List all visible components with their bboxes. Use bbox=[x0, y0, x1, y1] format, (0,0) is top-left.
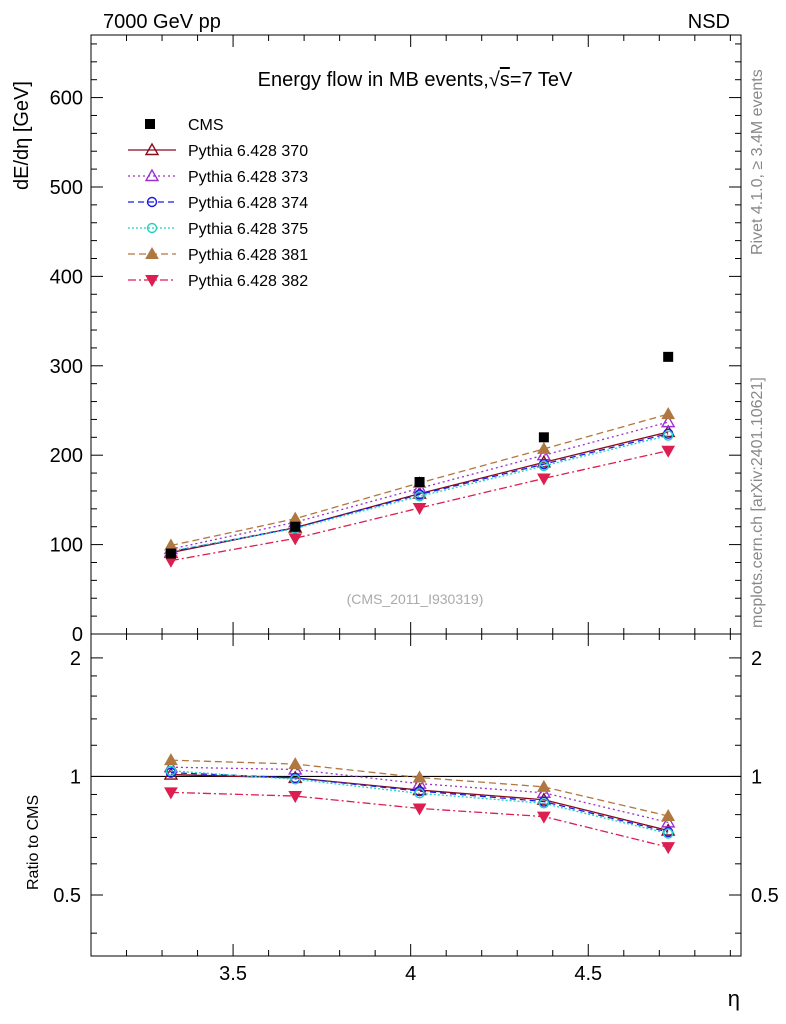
legend-marker-2 bbox=[146, 196, 158, 208]
y-tick-label: 300 bbox=[50, 356, 83, 378]
x-tick-labels: 3.5 4 4.5 bbox=[219, 963, 602, 985]
series-point-5 bbox=[288, 533, 303, 546]
legend-marker-5 bbox=[145, 275, 159, 288]
ratio-point-4 bbox=[164, 753, 178, 766]
ratio-point-3 bbox=[538, 798, 550, 809]
series-point-5 bbox=[661, 445, 676, 458]
legend-marker-3 bbox=[146, 222, 158, 234]
series-point-5 bbox=[537, 473, 551, 486]
ratio-point-5 bbox=[661, 842, 676, 855]
y-tick-label: 100 bbox=[50, 535, 83, 557]
series-line-5 bbox=[170, 450, 669, 562]
ratio-line-4 bbox=[170, 759, 669, 817]
legend-marker-1 bbox=[144, 168, 160, 182]
ratio-line-2 bbox=[170, 772, 669, 833]
legend-marker-0 bbox=[144, 142, 160, 156]
ratio-tick-label: 1 bbox=[70, 766, 81, 788]
cms-data-point bbox=[414, 477, 425, 488]
ratio-line-5 bbox=[170, 791, 669, 848]
legend: CMS Pythia 6.428 370 Pythia 6.428 373 Pythi… bbox=[128, 117, 308, 290]
ratio-point-5 bbox=[164, 787, 178, 800]
y-tick-label: 500 bbox=[50, 177, 83, 199]
series-line-1 bbox=[170, 421, 669, 550]
mcplots-label: mcplots.cern.ch [arXiv:2401.10621] bbox=[749, 377, 766, 628]
series-point-3 bbox=[662, 430, 674, 441]
cms-data-point bbox=[538, 432, 549, 443]
beam-label: 7000 GeV pp bbox=[103, 11, 221, 33]
x-tick-label: 4 bbox=[405, 963, 416, 985]
series-point-1 bbox=[660, 414, 676, 428]
legend-label-0: Pythia 6.428 370 bbox=[188, 143, 308, 160]
ratio-point-5 bbox=[412, 803, 427, 816]
y-tick-labels: 0 100 200 300 400 500 600 bbox=[50, 88, 83, 646]
axis-ticks bbox=[91, 35, 741, 956]
legend-label-3: Pythia 6.428 375 bbox=[188, 221, 308, 238]
legend-label-1: Pythia 6.428 373 bbox=[188, 169, 308, 186]
series-point-3 bbox=[414, 491, 425, 502]
ratio-line-3 bbox=[170, 770, 669, 835]
y-tick-label: 400 bbox=[50, 266, 83, 288]
legend-label-5: Pythia 6.428 382 bbox=[188, 273, 308, 290]
y-tick-label: 200 bbox=[50, 445, 83, 467]
ratio-tick-label-right: 2 bbox=[751, 648, 762, 670]
ratio-point-3 bbox=[662, 828, 674, 839]
series-point-4 bbox=[661, 407, 676, 420]
ratio-point-1 bbox=[163, 759, 179, 773]
cms-data-point bbox=[663, 351, 674, 362]
rivet-version-label: Rivet 4.1.0, ≥ 3.4M events bbox=[749, 69, 766, 255]
process-label: NSD bbox=[688, 11, 730, 33]
ratio-plot-frame bbox=[90, 633, 742, 957]
legend-marker-4 bbox=[145, 246, 159, 259]
ratio-tick-label: 0.5 bbox=[53, 885, 81, 907]
ratio-point-5 bbox=[288, 791, 303, 804]
legend-label-2: Pythia 6.428 374 bbox=[188, 195, 308, 212]
ratio-point-4 bbox=[412, 770, 427, 783]
series-point-0 bbox=[660, 424, 676, 438]
main-series-group bbox=[163, 407, 676, 568]
ratio-point-1 bbox=[412, 776, 427, 789]
ratio-axis-label: Ratio to CMS bbox=[25, 795, 42, 890]
ratio-series-group bbox=[163, 753, 676, 855]
x-tick-label: 4.5 bbox=[574, 963, 602, 985]
ratio-point-4 bbox=[288, 757, 303, 770]
cms-data-points bbox=[165, 351, 674, 559]
y-tick-label: 600 bbox=[50, 88, 83, 110]
cms-data-point bbox=[290, 521, 301, 532]
x-tick-label: 3.5 bbox=[219, 963, 247, 985]
ratio-point-5 bbox=[537, 811, 551, 824]
legend-marker-cms bbox=[145, 119, 155, 129]
y-axis-label: dE/dη [GeV] bbox=[11, 81, 33, 190]
series-point-0 bbox=[536, 454, 552, 468]
ratio-point-3 bbox=[290, 774, 301, 785]
ratio-point-4 bbox=[661, 808, 676, 821]
ratio-point-3 bbox=[414, 788, 425, 799]
series-point-4 bbox=[537, 441, 551, 454]
ratio-tick-label: 2 bbox=[70, 648, 81, 670]
y-tick-label: 0 bbox=[72, 624, 83, 646]
analysis-id-label: (CMS_2011_I930319) bbox=[347, 591, 484, 607]
chart-title: Energy flow in MB events,√s=7 TeV bbox=[258, 69, 573, 91]
x-axis-label: η bbox=[728, 986, 740, 1011]
legend-label-4: Pythia 6.428 381 bbox=[188, 247, 308, 264]
ratio-tick-label-right: 0.5 bbox=[751, 885, 779, 907]
series-point-5 bbox=[412, 502, 427, 515]
cms-data-point bbox=[165, 548, 176, 559]
ratio-point-0 bbox=[536, 792, 552, 805]
legend-label-cms: CMS bbox=[188, 117, 224, 134]
series-point-3 bbox=[538, 460, 550, 472]
series-line-3 bbox=[170, 434, 669, 552]
series-point-4 bbox=[288, 511, 303, 524]
ratio-point-4 bbox=[537, 779, 551, 792]
ratio-point-3 bbox=[165, 765, 177, 777]
ratio-line-1 bbox=[170, 766, 669, 824]
ratio-tick-label-right: 1 bbox=[751, 766, 762, 788]
ratio-tick-labels: 0.5 0.5 1 1 2 2 bbox=[53, 648, 779, 907]
